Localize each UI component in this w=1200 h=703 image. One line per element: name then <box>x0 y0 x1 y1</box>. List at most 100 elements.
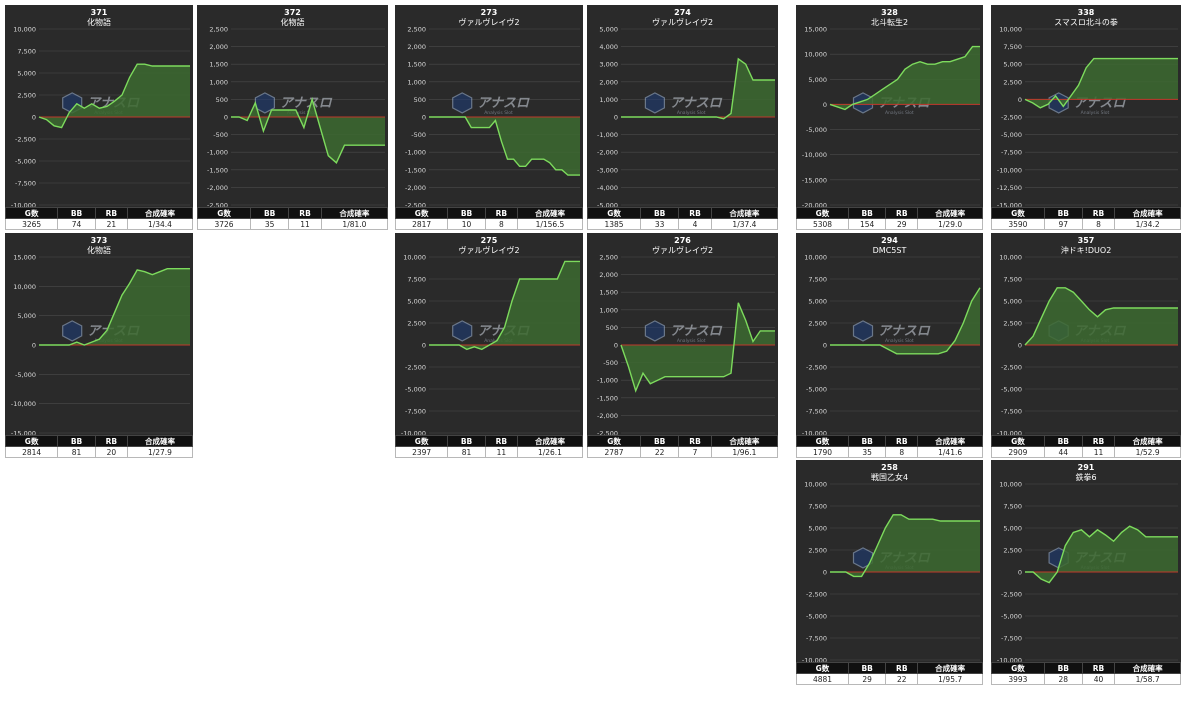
stats-header-rb: RB <box>94 207 128 219</box>
machine-title: 鉄拳6 <box>1075 472 1096 482</box>
y-tick-label: -2,500 <box>1001 591 1022 599</box>
graph-panel[interactable]: 294 DMC5ST -10,000 -7,500 -5,000 -2,500 0 2,500… <box>796 233 983 458</box>
y-tick-label: -2,500 <box>207 202 228 210</box>
y-tick-label: 10,000 <box>13 26 36 34</box>
stats-header-games: G数 <box>796 662 849 674</box>
area-fill <box>830 46 980 110</box>
graph-panel[interactable]: 328 北斗転生2 -20,000 -15,000 -10,000 -5,000 0 5,00… <box>796 5 983 230</box>
y-tick-label: -2,500 <box>1001 114 1022 122</box>
stats-value-bb: 44 <box>1043 446 1083 458</box>
stats-value-rb: 8 <box>1081 218 1116 230</box>
stats-header-probability: 合成確率 <box>917 435 983 447</box>
graph-panel[interactable]: 338 スマスロ北斗の拳 -15,000 -12,500 -10,000 -7,500 -5… <box>991 5 1181 230</box>
stats-value-rb: 11 <box>288 218 322 230</box>
stats-header-rb: RB <box>94 435 128 447</box>
y-tick-label: -1,000 <box>597 377 618 385</box>
graph-panel[interactable]: 276 ヴァルヴレイヴ2 -2,500 -2,000 -1,500 -1,000 -500 0… <box>586 233 779 458</box>
machine-title: ヴァルヴレイヴ2 <box>652 17 713 27</box>
area-fill <box>1025 287 1178 345</box>
series-line <box>830 287 981 355</box>
stats-value-bb: 29 <box>847 673 887 685</box>
y-tick-label: -2,500 <box>1001 364 1022 372</box>
graph-panel[interactable]: 371 化物語 -10,000 -7,500 -5,000 -2,500 0 2,500 5,0… <box>4 5 194 230</box>
stats-value-rb: 8 <box>885 446 919 458</box>
stats-table: G数 BB RB 合成確率 4881 29 22 1/95.7 <box>796 662 983 685</box>
machine-number: 258 <box>881 463 898 472</box>
stats-value-probability: 1/81.0 <box>320 218 389 230</box>
stats-value-rb: 40 <box>1081 673 1116 685</box>
y-tick-label: -2,000 <box>597 149 618 157</box>
stats-value-games: 3590 <box>991 218 1045 230</box>
stats-value-rb: 4 <box>678 218 712 230</box>
hexagon-logo-icon <box>644 92 666 114</box>
stats-value-games: 5308 <box>796 218 849 230</box>
graph-panel[interactable]: 258 戦国乙女4 -10,000 -7,500 -5,000 -2,500 0 2,500 5… <box>796 460 983 685</box>
graph-panel[interactable]: 373 化物語 -15,000 -10,000 -5,000 0 5,000 10,000 15… <box>4 233 194 458</box>
watermark-subtitle: Analysis Slot <box>1081 110 1110 116</box>
y-tick-label: 5,000 <box>17 312 36 320</box>
stats-value-rb: 8 <box>484 218 518 230</box>
y-tick-label: 5,000 <box>17 70 36 78</box>
y-tick-label: 7,500 <box>808 503 827 511</box>
y-tick-label: 500 <box>216 96 228 104</box>
y-tick-label: 500 <box>414 96 426 104</box>
y-tick-label: 3,000 <box>599 61 618 69</box>
graph-panel[interactable]: 275 ヴァルヴレイヴ2 -10,000 -7,500 -5,000 -2,500 0 2,5… <box>394 233 584 458</box>
stats-value-rb: 7 <box>678 446 712 458</box>
y-tick-label: -1,500 <box>207 166 228 174</box>
y-tick-label: 10,000 <box>804 254 827 262</box>
stats-value-probability: 1/26.1 <box>516 446 584 458</box>
stats-table: G数 BB RB 合成確率 1385 33 4 1/37.4 <box>586 207 779 230</box>
y-tick-label: 0 <box>224 114 228 122</box>
y-tick-label: -5,000 <box>1001 386 1022 394</box>
stats-value-bb: 33 <box>640 218 680 230</box>
graph-panel[interactable]: 357 沖ドキ!DUO2 -10,000 -7,500 -5,000 -2,500 0 2,5… <box>991 233 1181 458</box>
stats-value-games: 2817 <box>394 218 449 230</box>
series-line <box>1025 525 1178 584</box>
watermark-subtitle: Analysis Slot <box>677 338 706 344</box>
stats-header-bb: BB <box>250 207 290 219</box>
y-tick-label: 0 <box>32 114 36 122</box>
stats-value-bb: 35 <box>250 218 290 230</box>
y-tick-label: -7,500 <box>806 408 827 416</box>
machine-title: 戦国乙女4 <box>871 472 908 482</box>
stats-header-bb: BB <box>1043 207 1083 219</box>
stats-header-games: G数 <box>991 435 1045 447</box>
graph-panel[interactable]: 273 ヴァルヴレイヴ2 -2,500 -2,000 -1,500 -1,000 -500 0… <box>394 5 584 230</box>
graph-panel[interactable]: 274 ヴァルヴレイヴ2 -5,000 -4,000 -3,000 -2,000 -1,00… <box>586 5 779 230</box>
graph-panel[interactable]: 291 鉄拳6 -10,000 -7,500 -5,000 -2,500 0 2,500 5,0… <box>991 460 1181 685</box>
stats-header-bb: BB <box>57 207 96 219</box>
y-tick-label: 10,000 <box>999 26 1022 34</box>
stats-header-bb: BB <box>640 435 680 447</box>
machine-number: 373 <box>91 236 108 245</box>
machine-title: DMC5ST <box>873 246 907 255</box>
y-tick-label: 0 <box>422 114 426 122</box>
stats-header-games: G数 <box>991 207 1045 219</box>
stats-table: G数 BB RB 合成確率 3993 28 40 1/58.7 <box>991 662 1181 685</box>
area-fill <box>429 261 580 350</box>
stats-header-bb: BB <box>1043 435 1083 447</box>
machine-number: 372 <box>284 8 301 17</box>
y-tick-label: 2,500 <box>808 320 827 328</box>
y-tick-label: -5,000 <box>806 613 827 621</box>
graph-panel[interactable]: 372 化物語 -2,500 -2,000 -1,500 -1,000 -500 0 500 1,… <box>196 5 389 230</box>
stats-header-rb: RB <box>885 662 919 674</box>
y-tick-label: 0 <box>823 569 827 577</box>
y-tick-label: 1,000 <box>407 78 426 86</box>
stats-header-games: G数 <box>586 435 642 447</box>
stats-header-probability: 合成確率 <box>1114 435 1181 447</box>
stats-value-probability: 1/34.4 <box>126 218 194 230</box>
y-tick-label: 4,000 <box>599 43 618 51</box>
y-tick-label: 10,000 <box>999 481 1022 489</box>
y-tick-label: -2,500 <box>405 202 426 210</box>
stats-header-rb: RB <box>1081 662 1116 674</box>
stats-value-games: 3726 <box>196 218 252 230</box>
stats-header-bb: BB <box>447 207 486 219</box>
machine-number: 291 <box>1078 463 1095 472</box>
y-tick-label: -2,500 <box>405 364 426 372</box>
